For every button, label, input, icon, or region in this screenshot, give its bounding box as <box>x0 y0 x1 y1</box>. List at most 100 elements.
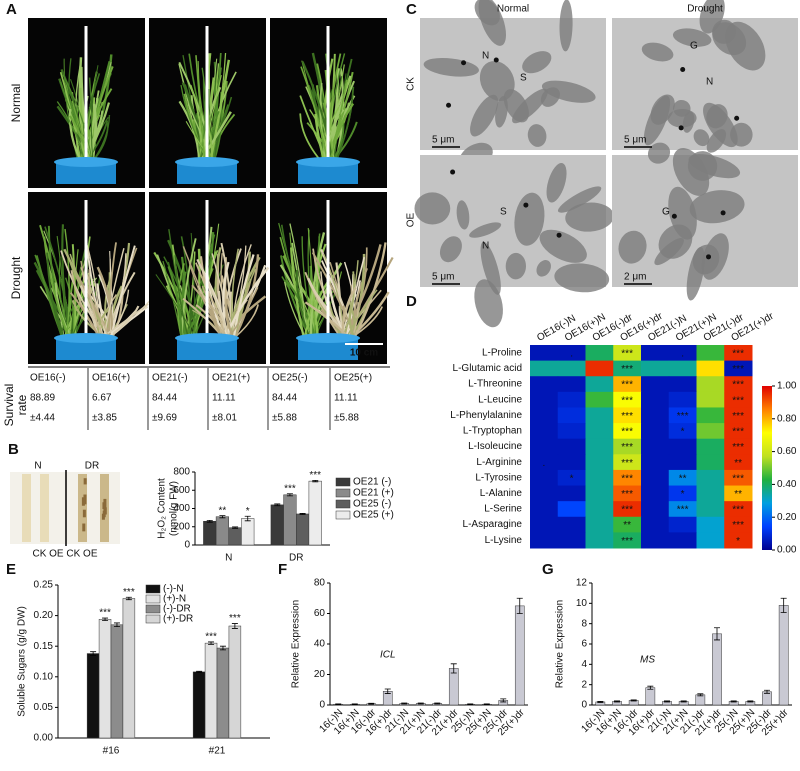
y-tick-label: 200 <box>173 521 190 532</box>
error-bar <box>351 703 358 705</box>
bar <box>645 687 656 706</box>
row-label: L-Glutamic acid <box>453 363 522 374</box>
organelle <box>522 51 552 74</box>
organelle <box>650 94 675 125</box>
legend-label: (-)-N <box>163 584 184 595</box>
plant-leaf <box>88 269 105 339</box>
heatmap-cell <box>724 407 753 424</box>
row-label: L-Proline <box>482 347 522 358</box>
heatmap-cell <box>530 360 559 377</box>
heatmap-cell <box>724 501 753 518</box>
y-tick-label: 800 <box>173 467 190 478</box>
significance: . <box>570 348 573 359</box>
photo-column-label: N <box>34 461 41 472</box>
heatmap-cell <box>668 454 697 471</box>
legend-label: OE21 (+) <box>353 488 394 499</box>
legend-label: (+)-N <box>163 594 186 605</box>
error-bar <box>467 703 474 705</box>
colorbar-label: 0.60 <box>777 446 797 457</box>
heatmap-cell <box>724 345 753 362</box>
granule <box>523 202 529 208</box>
structure-label: N <box>482 241 489 252</box>
significance: * <box>681 489 685 500</box>
heatmap-cell <box>557 532 586 549</box>
heatmap-cell <box>641 345 670 362</box>
bar <box>514 605 525 706</box>
plant-leaf <box>64 228 70 339</box>
plant-leaf <box>155 274 196 339</box>
heatmap-cell <box>724 423 753 440</box>
heatmap-cell <box>613 407 642 424</box>
significance: *** <box>732 427 744 438</box>
y-tick-label: 0.25 <box>34 580 54 591</box>
heatmap-cell <box>557 485 586 502</box>
legend-swatch <box>145 584 161 594</box>
leaf-lesion <box>83 494 87 505</box>
plant-leaf <box>224 266 270 339</box>
plant-leaf <box>73 249 79 339</box>
bar <box>215 516 229 546</box>
significance: *** <box>621 427 633 438</box>
heatmap-cell <box>585 391 614 408</box>
error-bar <box>450 663 457 674</box>
error-bar <box>780 597 787 613</box>
panel-label: F <box>278 561 287 578</box>
plant-leaf <box>212 52 222 163</box>
leaf-strip <box>78 474 87 542</box>
heatmap-cell <box>530 516 559 533</box>
plant-leaf <box>230 248 240 339</box>
bar <box>204 642 218 739</box>
survival-cell: ±5.88 <box>272 413 297 424</box>
bar <box>448 668 459 706</box>
error-bar <box>401 702 408 705</box>
heatmap-cell <box>696 407 725 424</box>
heatmap-cell <box>724 391 753 408</box>
plant-leaf <box>345 289 378 339</box>
significance: * <box>570 473 574 484</box>
heatmap-cell <box>696 360 725 377</box>
plant-leaf <box>350 253 366 339</box>
heatmap-cell <box>641 501 670 518</box>
row-label: L-Isoleucine <box>468 441 522 452</box>
photo-column-label: DR <box>85 461 99 472</box>
legend-swatch <box>145 604 161 614</box>
heatmap-cell <box>585 423 614 440</box>
error-bar <box>697 693 704 697</box>
organelle <box>456 200 470 230</box>
y-tick-label: 0.15 <box>34 641 54 652</box>
y-tick-label: 400 <box>173 503 190 514</box>
error-bar <box>90 651 97 656</box>
organelle <box>540 87 560 107</box>
organelle <box>503 89 529 123</box>
heatmap-cell <box>613 360 642 377</box>
plant-leaf <box>353 242 387 339</box>
error-bar <box>274 503 281 507</box>
organelle <box>414 192 451 225</box>
structure-label: G <box>690 41 698 52</box>
heatmap-cell <box>585 532 614 549</box>
organelle <box>693 129 710 147</box>
significance: *** <box>621 348 633 359</box>
row-label: L-Leucine <box>478 394 522 405</box>
pot-rim <box>296 157 360 167</box>
survival-cell: ±3.85 <box>92 413 117 424</box>
significance: ** <box>219 505 227 516</box>
plant-leaf <box>90 65 99 163</box>
survival-cell: OE21(+) <box>212 373 250 384</box>
survival-cell: 6.67 <box>92 393 112 404</box>
leaf-lesion <box>82 523 86 532</box>
y-axis-label: H₂O₂ Content <box>157 478 168 539</box>
heatmap-cell <box>585 469 614 487</box>
heatmap-cell <box>696 438 725 455</box>
heatmap-cell <box>585 485 614 502</box>
scale-label: 2 μm <box>624 272 646 283</box>
granule <box>680 67 686 73</box>
survival-cell: 11.11 <box>334 393 358 404</box>
heatmap-cell <box>696 345 725 362</box>
y-axis-label: Relative Expression <box>555 600 566 688</box>
heatmap-cell <box>585 360 614 377</box>
heatmap-cell <box>530 345 559 362</box>
pot-rim <box>54 157 118 167</box>
heatmap-cell <box>613 485 642 502</box>
row-label: L-Phenylalanine <box>450 410 522 421</box>
